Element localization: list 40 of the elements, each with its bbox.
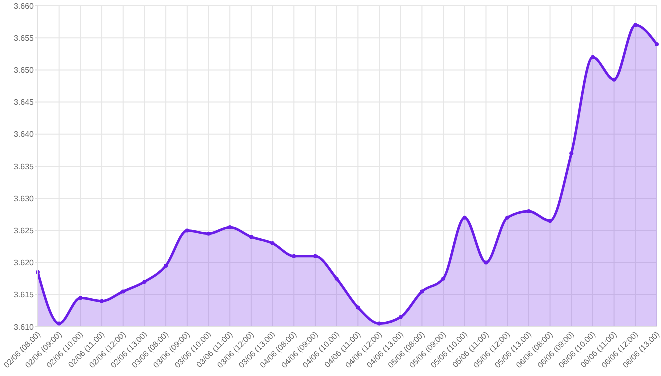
point — [292, 254, 296, 258]
point — [612, 78, 616, 82]
point — [270, 242, 275, 246]
point — [398, 315, 403, 320]
point — [78, 296, 83, 300]
point — [164, 264, 168, 268]
y-tick-label: 3.640 — [14, 130, 35, 140]
point — [570, 152, 574, 156]
point — [378, 322, 382, 326]
point — [228, 225, 232, 230]
point — [655, 42, 659, 47]
y-tick-label: 3.660 — [14, 2, 35, 11]
point — [142, 280, 147, 284]
point — [121, 290, 126, 294]
point — [526, 209, 531, 214]
point — [506, 216, 510, 220]
y-tick-label: 3.650 — [14, 66, 35, 75]
point — [634, 23, 638, 28]
y-tick-label: 3.645 — [14, 98, 35, 108]
y-tick-label: 3.620 — [14, 258, 35, 268]
y-tick-label: 3.630 — [14, 194, 35, 204]
point — [442, 276, 446, 281]
point — [100, 299, 104, 304]
point — [334, 276, 339, 281]
point — [185, 228, 190, 233]
y-tick-label: 3.615 — [14, 290, 35, 300]
point — [420, 290, 424, 294]
y-tick-label: 3.625 — [14, 226, 35, 236]
point — [249, 235, 254, 240]
point — [313, 254, 318, 258]
y-tick-label: 3.655 — [14, 34, 35, 43]
point — [356, 306, 360, 310]
point — [57, 322, 62, 326]
point — [206, 232, 211, 236]
point — [484, 260, 488, 265]
point — [590, 55, 595, 60]
y-tick-label: 3.635 — [14, 162, 35, 172]
point — [462, 216, 467, 220]
y-tick-label: 3.610 — [14, 322, 35, 332]
point — [548, 219, 552, 224]
